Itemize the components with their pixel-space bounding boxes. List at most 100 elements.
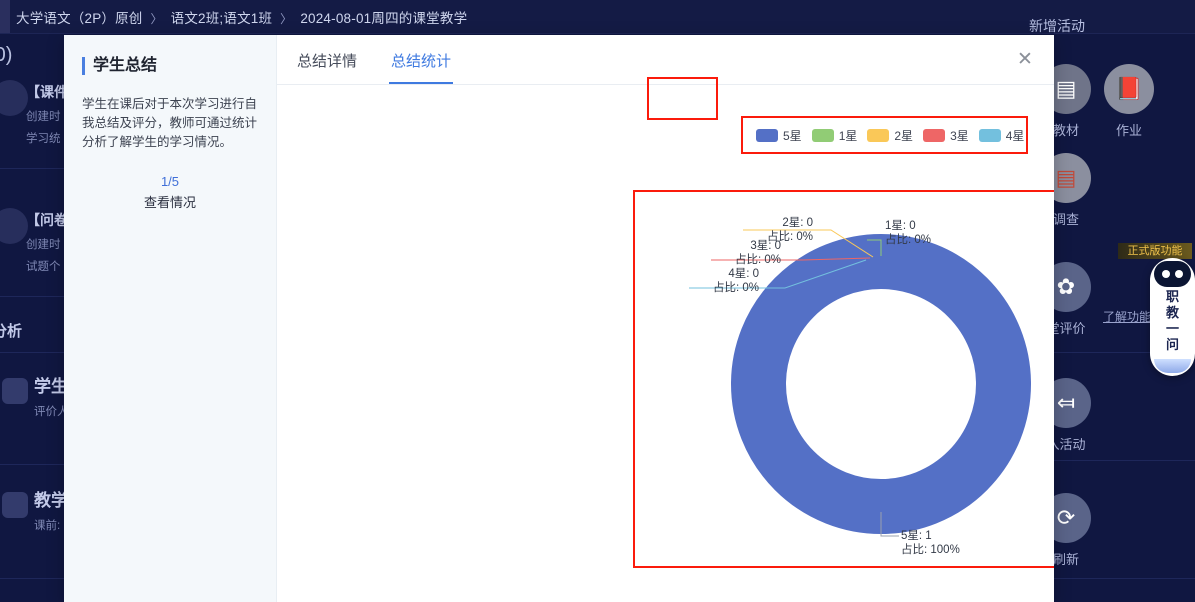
tile-homework-label: 作业 <box>1115 123 1142 138</box>
breadcrumb-lesson[interactable]: 2024-08-01周四的课堂教学 <box>300 11 468 26</box>
tile-refresh-label: 刷新 <box>1052 552 1079 567</box>
modal-main: 总结详情 总结统计 ✕ 5星 1星 2星 <box>277 35 1054 602</box>
tile-survey-label: 调查 <box>1052 212 1079 227</box>
ai-assistant-char-0: 职 <box>1165 289 1179 304</box>
pie-label-3star: 3星: 0 占比: 0% <box>633 240 781 267</box>
tile-homework[interactable]: 📕 作业 <box>1092 64 1166 139</box>
topbar-accent <box>0 0 10 33</box>
tile-import-activity-label: 入活动 <box>1046 437 1086 452</box>
student-summary-modal: 学生总结 学生在课后对于本次学习进行自我总结及评分，教师可通过统计分析了解学生的… <box>64 35 1054 602</box>
tile-class-evaluation-label: 堂评价 <box>1046 321 1086 336</box>
legend-swatch-0 <box>756 128 778 142</box>
bg-section-analysis-title: 分析 <box>0 323 23 340</box>
official-version-ribbon: 正式版功能 <box>1118 243 1192 259</box>
top-breadcrumb-bar <box>0 0 1195 34</box>
donut-slice-5star[interactable] <box>731 234 1031 534</box>
robot-face-icon <box>1154 261 1191 287</box>
modal-sidebar-title: 学生总结 <box>82 57 258 75</box>
leader-line-4star <box>689 259 867 289</box>
leader-line-3star <box>711 257 871 261</box>
student-eval-icon <box>2 378 28 404</box>
tile-textbook-label: 教材 <box>1052 123 1079 138</box>
add-activity-label[interactable]: 新增活动 <box>1029 18 1085 34</box>
legend-label-4: 4星 <box>1005 128 1025 143</box>
pie-label-5star: 5星: 1 占比: 100% <box>901 530 960 557</box>
bg-right-divider-2 <box>1045 460 1195 461</box>
bg-divider-4 <box>0 464 64 465</box>
breadcrumb-classes[interactable]: 语文2班;语文1班 <box>170 11 273 26</box>
bg-card-courseware-sub1: 创建时 <box>26 111 61 123</box>
bg-divider-2 <box>0 296 64 297</box>
bg-row-student-sub: 评价人 <box>34 406 69 418</box>
bg-card-survey-sub2: 试题个 <box>26 261 61 273</box>
bg-divider-5 <box>0 578 64 579</box>
pie-label-2star-value: 2星: 0 <box>782 217 813 229</box>
legend-item-2[interactable]: 2星 <box>867 127 913 144</box>
teaching-analysis-icon <box>2 492 28 518</box>
breadcrumb: 大学语文（2P）原创 〉 语文2班;语文1班 〉 2024-08-01周四的课堂… <box>16 7 467 27</box>
homework-icon: 📕 <box>1104 64 1154 114</box>
tab-summary-statistics[interactable]: 总结统计 <box>389 36 454 84</box>
modal-sidebar-action[interactable]: 查看情况 <box>143 195 196 210</box>
modal-sidebar-count: 1/5 <box>160 174 180 189</box>
tab-summary-detail[interactable]: 总结详情 <box>297 52 358 70</box>
legend-highlight-box <box>741 116 1028 154</box>
bg-card-courseware-sub2: 学习统 <box>26 133 61 145</box>
leader-line-5star <box>880 512 899 537</box>
assistant-base-icon <box>1154 359 1191 373</box>
courseware-icon <box>0 80 28 116</box>
pie-label-1star-pct: 占比: 0% <box>885 233 932 246</box>
ai-assistant-label: 职 教 一 问 <box>1150 289 1195 353</box>
breadcrumb-separator-icon-2: 〉 <box>280 12 293 26</box>
legend-label-1: 1星 <box>838 128 858 143</box>
ai-assistant-char-3: 问 <box>1165 337 1179 352</box>
leader-line-2star <box>743 229 874 258</box>
pie-label-4star: 4星: 0 占比: 0% <box>633 268 759 295</box>
robot-eye-left-icon <box>1162 270 1170 278</box>
learn-features-link[interactable]: 了解功能 <box>1103 310 1152 324</box>
bg-row-teaching-sub: 课前: <box>34 520 61 532</box>
close-icon[interactable]: ✕ <box>1017 49 1033 70</box>
modal-tabs: 总结详情 总结统计 <box>277 35 1054 85</box>
chart-legend: 5星 1星 2星 3星 4星 <box>747 122 1033 148</box>
legend-swatch-3 <box>923 128 946 142</box>
bg-divider-3 <box>0 352 64 353</box>
ai-assistant-char-2: 一 <box>1165 321 1179 336</box>
leader-line-1star <box>867 239 882 256</box>
bg-row-teaching-title: 教学 <box>34 491 68 510</box>
pie-label-1star: 1星: 0 占比: 0% <box>885 220 931 247</box>
breadcrumb-course[interactable]: 大学语文（2P）原创 <box>16 11 143 26</box>
legend-item-3[interactable]: 3星 <box>923 127 969 144</box>
survey-icon <box>0 208 28 244</box>
pie-label-3star-value: 3星: 0 <box>750 240 781 252</box>
donut-chart-svg <box>689 229 1031 537</box>
ai-assistant-char-1: 教 <box>1165 305 1179 320</box>
pie-label-3star-pct: 占比: 0% <box>734 253 781 266</box>
legend-label-3: 3星 <box>950 128 969 143</box>
legend-swatch-4 <box>978 128 1001 142</box>
bg-right-divider-3 <box>1045 578 1195 579</box>
legend-label-2: 2星 <box>894 128 914 143</box>
tile-survey[interactable]: ▤ 调查 <box>1029 153 1103 228</box>
ai-assistant-widget[interactable]: 职 教 一 问 <box>1150 258 1195 376</box>
pie-label-2star-pct: 占比: 0% <box>766 230 813 243</box>
donut-chart: 1星: 0 占比: 0% 2星: 0 占比: 0% 3星: 0 占比: 0% 4… <box>633 190 1054 568</box>
pie-label-5star-value: 5星: 1 <box>901 530 932 542</box>
legend-item-4[interactable]: 4星 <box>978 127 1025 144</box>
pie-label-5star-pct: 占比: 100% <box>901 543 960 556</box>
robot-eye-right-icon <box>1175 270 1183 278</box>
legend-swatch-1 <box>811 128 834 142</box>
bg-row-teaching[interactable]: 教学 课前: <box>34 486 68 533</box>
pie-label-2star: 2星: 0 占比: 0% <box>633 217 813 244</box>
bg-row-student[interactable]: 学生 评价人 <box>34 372 69 419</box>
bg-row-student-title: 学生 <box>34 377 68 396</box>
bg-card-survey-sub1: 创建时 <box>26 239 61 251</box>
bg-divider-1 <box>0 168 64 169</box>
pie-label-1star-value: 1星: 0 <box>885 220 916 232</box>
bg-section-analysis: 分析 <box>0 320 22 341</box>
activity-count: (0) <box>0 44 13 66</box>
legend-item-0[interactable]: 5星 <box>756 127 802 144</box>
modal-sidebar-description: 学生在课后对于本次学习进行自我总结及评分，教师可通过统计分析了解学生的学习情况。 <box>82 97 258 149</box>
legend-item-1[interactable]: 1星 <box>811 127 858 144</box>
